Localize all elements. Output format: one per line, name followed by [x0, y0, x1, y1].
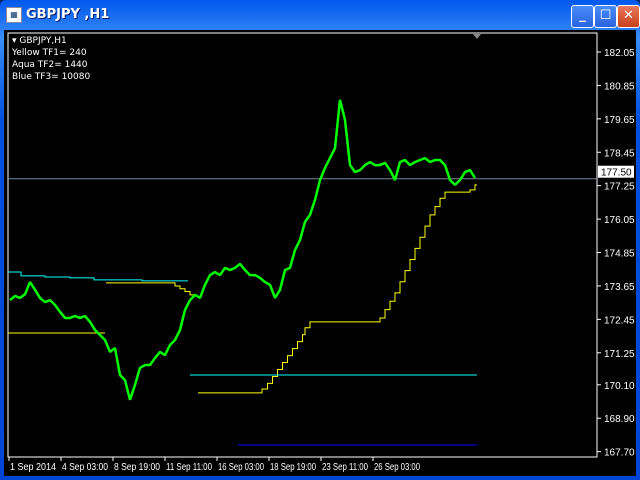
price-tick-label: 174.85: [604, 249, 635, 260]
close-button[interactable]: ✕: [617, 5, 640, 28]
price-tick-label: 178.45: [604, 148, 635, 159]
time-tick-label: 8 Sep 19:00: [114, 462, 160, 473]
price-tick-label: 168.90: [604, 414, 635, 425]
maximize-button[interactable]: ☐: [594, 5, 617, 28]
legend-blue: Blue TF3= 10080: [12, 72, 91, 82]
price-tick-label: 173.65: [604, 282, 635, 293]
aqua-tf-line: [8, 271, 188, 282]
price-tick-label: 177.25: [604, 182, 635, 193]
symbol-label: GBPJPY,H1: [19, 36, 67, 46]
yellow-tf-line: [198, 184, 477, 394]
shift-marker-icon[interactable]: [473, 34, 481, 39]
time-tick-label: 18 Sep 19:00: [270, 462, 316, 473]
price-tick-label: 171.25: [604, 349, 635, 360]
time-tick-label: 1 Sep 2014: [10, 462, 56, 473]
price-tick-label: 172.45: [604, 315, 635, 326]
price-tick-label: 170.10: [604, 381, 635, 392]
current-price-box: [598, 165, 634, 178]
time-tick-label: 4 Sep 03:00: [62, 462, 108, 473]
chart-app-icon: ▦: [6, 7, 22, 23]
chart-legend: ▾ GBPJPY,H1 Yellow TF1= 240 Aqua TF2= 14…: [12, 35, 90, 83]
title-bar[interactable]: ▦ GBPJPY ,H1 _ ☐ ✕: [0, 0, 640, 30]
chart-area[interactable]: 182.05 180.85 179.65 178.45 177.25 176.05 174.…: [4, 30, 636, 476]
price-line: [9, 99, 477, 401]
current-price-label: 177.50: [601, 168, 632, 179]
yellow-tf-line: [106, 282, 196, 296]
legend-yellow: Yellow TF1= 240: [12, 48, 87, 58]
time-tick-label: 16 Sep 03:00: [218, 462, 264, 473]
time-tick-label: 11 Sep 11:00: [166, 462, 212, 473]
price-chart[interactable]: 182.05 180.85 179.65 178.45 177.25 176.05 174.…: [4, 30, 636, 476]
price-tick-label: 180.85: [604, 81, 635, 92]
window-title: GBPJPY ,H1: [26, 7, 110, 22]
triangle-down-icon: ▾: [12, 36, 17, 46]
price-tick-label: 167.70: [604, 448, 635, 459]
time-tick-label: 23 Sep 11:00: [322, 462, 368, 473]
legend-symbol: ▾ GBPJPY,H1: [12, 35, 90, 47]
chart-frame: [7, 32, 598, 458]
legend-aqua: Aqua TF2= 1440: [12, 60, 88, 70]
time-tick-label: 26 Sep 03:00: [374, 462, 420, 473]
minimize-button[interactable]: _: [571, 5, 594, 28]
price-tick-label: 179.65: [604, 115, 635, 126]
price-tick-label: 182.05: [604, 48, 635, 59]
price-tick-label: 176.05: [604, 215, 635, 226]
